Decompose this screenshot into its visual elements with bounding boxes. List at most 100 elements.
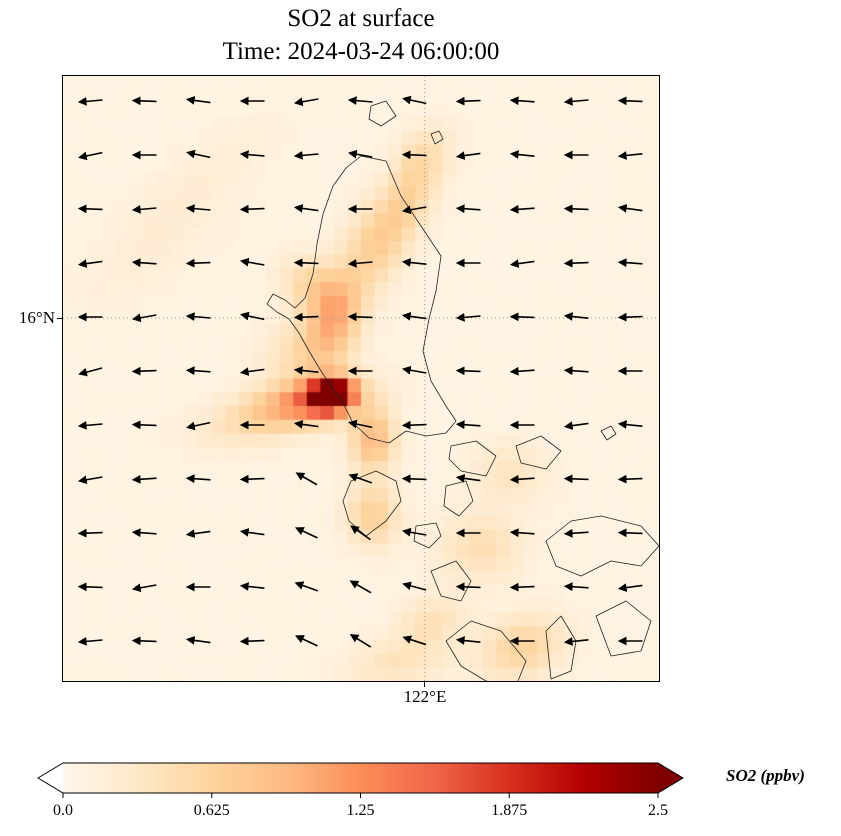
wind-arrow: [509, 474, 535, 484]
wind-arrow: [293, 366, 319, 375]
wind-arrow: [239, 257, 265, 267]
wind-arrow: [509, 312, 535, 322]
wind-arrow: [77, 97, 103, 106]
wind-arrow: [350, 525, 371, 541]
colorbar-tick-label: 0.625: [194, 802, 230, 819]
wind-arrow: [77, 475, 103, 485]
wind-arrow: [563, 204, 589, 214]
wind-arrow: [131, 420, 157, 430]
wind-arrow: [186, 149, 211, 159]
x-tick-label: 122°E: [403, 687, 447, 706]
wind-arrow: [347, 149, 373, 159]
wind-arrow: [401, 474, 427, 484]
wind-arrow: [455, 366, 481, 376]
wind-arrow: [402, 581, 427, 591]
wind-arrow: [509, 204, 535, 214]
wind-arrow: [617, 528, 643, 538]
wind-arrow: [77, 421, 103, 430]
wind-arrow: [131, 205, 157, 214]
wind-arrow: [617, 151, 643, 160]
gridlines: [63, 76, 659, 681]
wind-arrow: [294, 527, 318, 539]
wind-arrow: [402, 95, 427, 105]
wind-arrow: [455, 582, 481, 592]
wind-arrow: [617, 96, 643, 106]
wind-arrow: [509, 96, 535, 106]
wind-arrow: [185, 529, 211, 538]
wind-arrow: [77, 259, 103, 268]
wind-arrow: [131, 96, 157, 106]
colorbar-tick-label: 0.0: [53, 802, 73, 819]
wind-arrow: [77, 528, 103, 538]
wind-arrow: [239, 582, 265, 591]
colorbar-svg: 0.0 0.625 1.25 1.875 2.5: [37, 762, 684, 819]
wind-arrow: [563, 97, 589, 106]
wind-arrow: [563, 312, 589, 321]
wind-arrow: [509, 582, 535, 592]
wind-arrow: [455, 420, 481, 430]
wind-arrow: [617, 204, 643, 213]
wind-arrow: [185, 96, 211, 105]
wind-arrow: [131, 583, 157, 593]
wind-arrow: [293, 420, 319, 429]
wind-arrow: [293, 312, 319, 322]
wind-arrow: [348, 419, 373, 429]
colorbar-tick-label: 2.5: [648, 802, 668, 819]
wind-arrow: [509, 150, 535, 159]
y-tick-mark: [57, 318, 62, 319]
wind-arrow: [509, 259, 535, 268]
wind-arrow: [401, 312, 427, 321]
wind-arrow: [563, 421, 589, 430]
wind-arrow: [349, 633, 372, 648]
wind-arrow: [293, 97, 319, 107]
colorbar: 0.0 0.625 1.25 1.875 2.5: [30, 758, 690, 833]
colorbar-tick-label: 1.25: [347, 802, 375, 819]
wind-arrow: [293, 151, 319, 160]
wind-arrow: [617, 474, 643, 484]
wind-arrow: [239, 636, 265, 646]
wind-arrow: [401, 205, 427, 215]
wind-arrow: [509, 528, 535, 538]
wind-arrow: [240, 311, 265, 321]
wind-arrow: [131, 528, 157, 538]
wind-arrow: [239, 528, 265, 537]
wind-arrow: [77, 582, 103, 592]
wind-arrow: [239, 474, 265, 484]
wind-arrow: [239, 204, 265, 214]
wind-arrow: [617, 312, 643, 322]
colorbar-gradient-bar: [63, 763, 658, 793]
wind-arrow: [563, 582, 589, 592]
map-plot-area: [62, 75, 660, 682]
wind-arrow: [131, 636, 157, 646]
y-tick-label: 16°N: [18, 308, 55, 327]
wind-arrow: [239, 150, 265, 159]
wind-arrow: [77, 637, 103, 646]
wind-arrow: [563, 258, 589, 268]
wind-arrow: [347, 259, 373, 268]
wind-arrow: [295, 472, 318, 486]
wind-arrow: [77, 204, 103, 214]
wind-arrow: [455, 474, 481, 483]
wind-arrow: [563, 474, 589, 484]
colorbar-tick-label: 1.875: [491, 802, 527, 819]
wind-arrow: [131, 258, 157, 268]
wind-arrow: [78, 151, 103, 161]
chart-title: SO2 at surface: [287, 5, 435, 32]
wind-arrow: [347, 96, 373, 105]
wind-arrow: [563, 637, 589, 646]
wind-arrow: [455, 96, 481, 106]
wind-arrow: [131, 366, 157, 376]
wind-arrow: [509, 366, 535, 376]
wind-arrow: [563, 528, 589, 538]
wind-arrow: [185, 204, 211, 213]
wind-arrow: [185, 366, 211, 376]
so2-heatmap-canvas: [63, 76, 659, 681]
wind-arrow: [401, 420, 427, 430]
wind-arrow: [402, 635, 427, 646]
wind-arrow: [239, 367, 265, 376]
wind-arrow: [294, 581, 319, 592]
wind-arrow: [185, 636, 211, 645]
wind-arrow: [401, 527, 427, 537]
wind-arrow: [401, 150, 427, 160]
